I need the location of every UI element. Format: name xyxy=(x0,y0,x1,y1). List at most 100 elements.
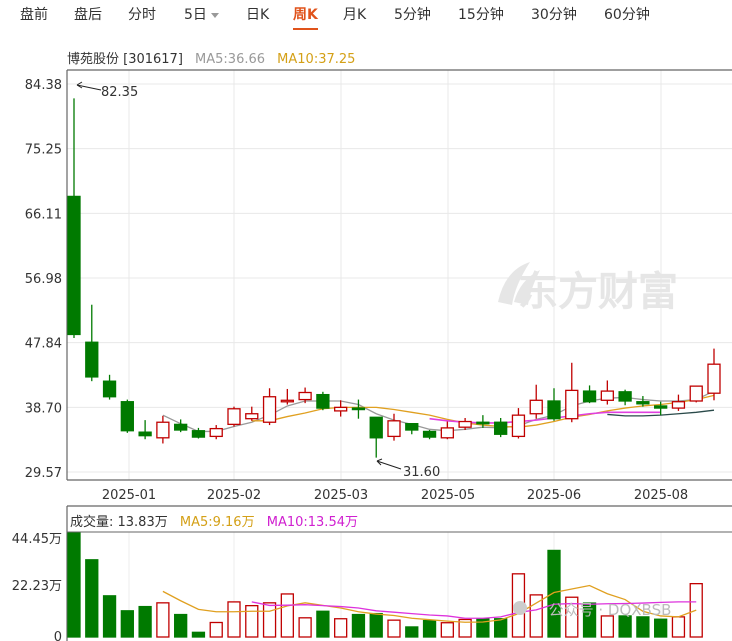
brand-logo-icon xyxy=(498,262,540,305)
candle[interactable] xyxy=(209,425,223,440)
volume-tick: 44.45万 xyxy=(12,532,62,547)
volume-bar[interactable] xyxy=(245,604,259,638)
price-tick: 56.98 xyxy=(25,272,62,287)
price-tick: 75.25 xyxy=(25,143,62,158)
volume-bar[interactable] xyxy=(405,626,419,638)
tab-label: 30分钟 xyxy=(531,7,577,23)
candle[interactable] xyxy=(174,419,188,433)
date-tick: 2025-06 xyxy=(527,488,581,503)
candle[interactable] xyxy=(440,421,454,440)
volume-bar[interactable] xyxy=(85,559,99,638)
ma10-value: MA10:37.25 xyxy=(277,52,356,67)
tab-label: 5日 xyxy=(184,7,207,23)
tab-9[interactable]: 30分钟 xyxy=(531,6,577,30)
volume-value: 成交量: 13.83万 xyxy=(70,515,168,530)
volume-bar[interactable] xyxy=(458,618,472,638)
candle[interactable] xyxy=(369,416,383,458)
candle[interactable] xyxy=(671,394,686,411)
candle[interactable] xyxy=(476,415,490,428)
volume-bar[interactable] xyxy=(600,615,614,638)
candle[interactable] xyxy=(191,427,206,439)
candle[interactable] xyxy=(85,304,99,382)
volume-bar[interactable] xyxy=(298,617,312,638)
tab-label: 15分钟 xyxy=(458,7,504,23)
watermark-logo: 东方财富 xyxy=(518,269,678,315)
candle[interactable] xyxy=(618,389,632,406)
volume-bar[interactable] xyxy=(636,616,650,638)
candle[interactable] xyxy=(529,384,543,419)
volume-bar[interactable] xyxy=(422,619,437,638)
tab-1[interactable]: 盘后 xyxy=(74,6,102,30)
volume-legend: 成交量: 13.83万 MA5:9.16万 MA10:13.54万 xyxy=(70,511,366,530)
volume-bar[interactable] xyxy=(351,613,366,638)
volume-bar[interactable] xyxy=(387,619,401,638)
ma5-value: MA5:36.66 xyxy=(195,52,266,67)
volume-bar[interactable] xyxy=(138,605,152,638)
candle[interactable] xyxy=(298,387,312,404)
volume-bar[interactable] xyxy=(440,622,454,638)
candle[interactable] xyxy=(67,98,81,338)
candle[interactable] xyxy=(387,413,401,441)
candle[interactable] xyxy=(547,388,561,421)
tab-2[interactable]: 分时 xyxy=(128,6,156,30)
volume-bar[interactable] xyxy=(316,610,330,638)
volume-bar[interactable] xyxy=(280,593,294,638)
volume-bar[interactable] xyxy=(334,618,348,638)
candle[interactable] xyxy=(600,380,614,405)
candle[interactable] xyxy=(654,401,668,416)
price-tick: 66.11 xyxy=(25,207,62,222)
tab-0[interactable]: 盘前 xyxy=(20,6,48,30)
tab-10[interactable]: 60分钟 xyxy=(604,6,650,30)
tab-7[interactable]: 5分钟 xyxy=(394,6,431,30)
candle[interactable] xyxy=(582,385,597,404)
candle[interactable] xyxy=(565,362,579,423)
candle[interactable] xyxy=(689,385,703,403)
candle[interactable] xyxy=(280,388,294,405)
volume-bar[interactable] xyxy=(67,532,81,638)
candle[interactable] xyxy=(138,420,152,440)
date-tick: 2025-03 xyxy=(314,488,368,503)
tab-label: 60分钟 xyxy=(604,7,650,23)
tab-5[interactable]: 周K xyxy=(293,6,318,30)
candle[interactable] xyxy=(102,374,117,400)
tab-4[interactable]: 日K xyxy=(246,6,269,30)
volume-bar[interactable] xyxy=(547,549,561,638)
candle[interactable] xyxy=(334,400,348,417)
volume-bar[interactable] xyxy=(156,602,170,638)
tab-8[interactable]: 15分钟 xyxy=(458,6,504,30)
volume-bar[interactable] xyxy=(618,615,632,638)
volume-bar[interactable] xyxy=(654,618,668,638)
candle[interactable] xyxy=(494,417,508,438)
tab-6[interactable]: 月K xyxy=(343,6,366,30)
volume-bar[interactable] xyxy=(209,621,223,638)
candle[interactable] xyxy=(156,415,170,444)
tab-3[interactable]: 5日 xyxy=(184,6,219,30)
date-tick: 2025-08 xyxy=(634,488,688,503)
candle[interactable] xyxy=(351,399,366,419)
volume-bar[interactable] xyxy=(565,596,579,638)
candle[interactable] xyxy=(458,417,472,431)
candle[interactable] xyxy=(245,406,259,421)
candle[interactable] xyxy=(422,430,437,440)
candle[interactable] xyxy=(636,396,650,407)
candle[interactable] xyxy=(405,423,419,435)
candle[interactable] xyxy=(707,348,721,401)
volume-bar[interactable] xyxy=(120,610,134,638)
volume-bar[interactable] xyxy=(494,618,508,638)
candle[interactable] xyxy=(262,388,277,426)
tab-label: 5分钟 xyxy=(394,7,431,23)
volume-bar[interactable] xyxy=(671,616,686,638)
candle[interactable] xyxy=(316,391,330,411)
date-tick: 2025-01 xyxy=(102,488,156,503)
volume-bar[interactable] xyxy=(582,602,597,638)
volume-bar[interactable] xyxy=(191,631,206,638)
candle[interactable] xyxy=(227,406,241,427)
volume-bar[interactable] xyxy=(262,602,277,638)
volume-bar[interactable] xyxy=(369,612,383,638)
candle[interactable] xyxy=(120,399,134,433)
volume-bar[interactable] xyxy=(102,595,117,638)
volume-bar[interactable] xyxy=(227,601,241,638)
candle[interactable] xyxy=(511,408,526,439)
volume-bar[interactable] xyxy=(174,613,188,638)
